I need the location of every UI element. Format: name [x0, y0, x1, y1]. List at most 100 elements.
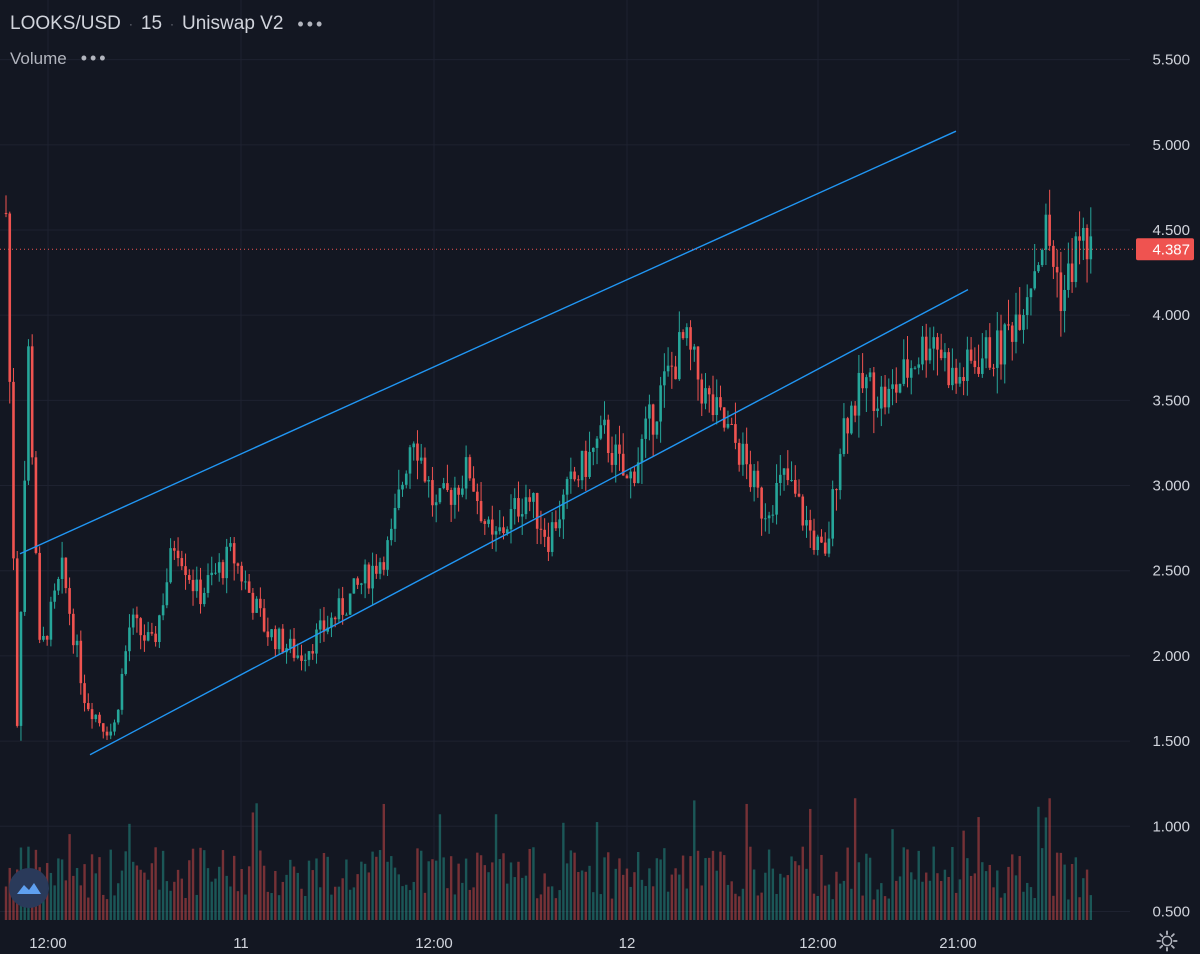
candle-body	[756, 470, 760, 488]
candle-body	[823, 542, 827, 554]
volume-bar	[521, 877, 524, 920]
volume-bar	[700, 885, 703, 920]
time-axis[interactable]: 12:00 11 12:00 12 12:00 21:00	[29, 935, 977, 952]
candle-body	[786, 468, 790, 481]
volume-bar	[75, 868, 79, 920]
candle-body	[101, 723, 105, 732]
candle-body	[416, 443, 419, 461]
candle-body	[367, 564, 371, 589]
candle-body	[992, 367, 995, 369]
gear-icon[interactable]	[1156, 930, 1178, 952]
candle-body	[42, 635, 45, 640]
tradingview-logo-icon[interactable]	[9, 868, 49, 908]
candle-body	[924, 336, 928, 361]
candle-body	[625, 475, 629, 479]
price-tick-label: 3.000	[1152, 478, 1190, 495]
volume-bar	[289, 859, 292, 920]
candle-body	[337, 598, 341, 620]
volume-bar	[794, 861, 797, 920]
candle-body	[913, 367, 917, 369]
volume-bar	[390, 856, 393, 920]
volume-bar	[846, 847, 849, 920]
volume-bar	[543, 873, 546, 920]
volume-bar	[311, 870, 314, 920]
legend-more-button[interactable]: •••	[297, 13, 326, 34]
symbol-name[interactable]: LOOKS/USD	[10, 13, 121, 34]
volume-bar	[468, 889, 472, 920]
volume-bars	[4, 798, 1092, 920]
candle-body	[341, 598, 344, 615]
volume-bar	[1048, 798, 1051, 920]
volume-bar	[865, 853, 868, 920]
volume-bar	[1082, 878, 1085, 920]
price-tick-label: 2.500	[1152, 563, 1190, 580]
candle-body	[588, 451, 591, 477]
price-axis[interactable]: 5.500 5.000 4.500 4.000 3.500 3.000 2.500 2.000…	[1152, 52, 1190, 921]
time-tick-label: 12:00	[415, 935, 453, 952]
volume-bar	[760, 892, 763, 920]
candle-body	[139, 618, 142, 636]
volume-bar	[102, 894, 105, 920]
volume-bar	[981, 862, 984, 920]
candle-body	[943, 352, 947, 359]
candle-body	[72, 613, 75, 646]
volume-bar	[330, 894, 333, 920]
candle-body	[663, 371, 666, 386]
candle-body	[928, 348, 932, 361]
volume-bar	[453, 894, 457, 920]
volume-bar	[49, 872, 53, 920]
volume-bar	[827, 884, 831, 920]
candle-body	[760, 487, 763, 519]
volume-bar	[670, 874, 674, 920]
candle-body	[412, 443, 416, 448]
volume-bar	[749, 846, 752, 920]
candle-body	[737, 442, 741, 465]
volume-bar	[240, 868, 243, 920]
volume-bar	[932, 846, 935, 920]
volume-bar	[633, 872, 636, 920]
volume-bar	[405, 884, 408, 920]
trendlines[interactable]	[19, 130, 969, 756]
volume-bar	[90, 854, 94, 920]
symbol-legend[interactable]: LOOKS/USD · 15 · Uniswap V2 •••	[10, 13, 325, 35]
candle-body	[64, 557, 68, 589]
volume-legend[interactable]: Volume •••	[10, 48, 109, 69]
volume-bar	[868, 857, 872, 920]
candle-body	[805, 520, 808, 526]
volume-bar	[509, 862, 513, 920]
volume-bar	[663, 848, 666, 920]
candle-body	[887, 388, 891, 408]
volume-bar	[173, 881, 176, 920]
candle-body	[333, 617, 337, 620]
volume-bar	[225, 875, 228, 920]
candle-body	[584, 450, 588, 477]
volume-bar	[535, 898, 539, 920]
candle-body	[1070, 263, 1074, 282]
candle-body	[296, 655, 300, 658]
candle-body	[1040, 249, 1044, 266]
volume-bar	[539, 894, 543, 920]
candle-body	[356, 578, 359, 585]
volume-more-button[interactable]: •••	[80, 48, 109, 68]
volume-bar	[146, 879, 150, 920]
volume-bar	[565, 863, 569, 920]
candle-body	[883, 386, 887, 408]
candle-body	[962, 377, 965, 381]
candle-body	[558, 519, 561, 529]
volume-bar	[801, 846, 804, 920]
candle-body	[1055, 266, 1059, 273]
volume-bar	[528, 848, 531, 920]
candle-body	[109, 731, 113, 736]
candle-body	[449, 490, 453, 505]
volume-bar	[872, 899, 876, 920]
candle-body	[752, 470, 756, 488]
volume-bar	[659, 859, 662, 920]
volume-bar	[835, 871, 838, 920]
candle-body	[808, 520, 812, 531]
volume-bar	[1018, 856, 1021, 920]
volume-bar	[191, 848, 195, 920]
volume-bar	[322, 853, 326, 920]
volume-bar	[83, 864, 86, 920]
interval-label[interactable]: 15	[140, 13, 163, 34]
